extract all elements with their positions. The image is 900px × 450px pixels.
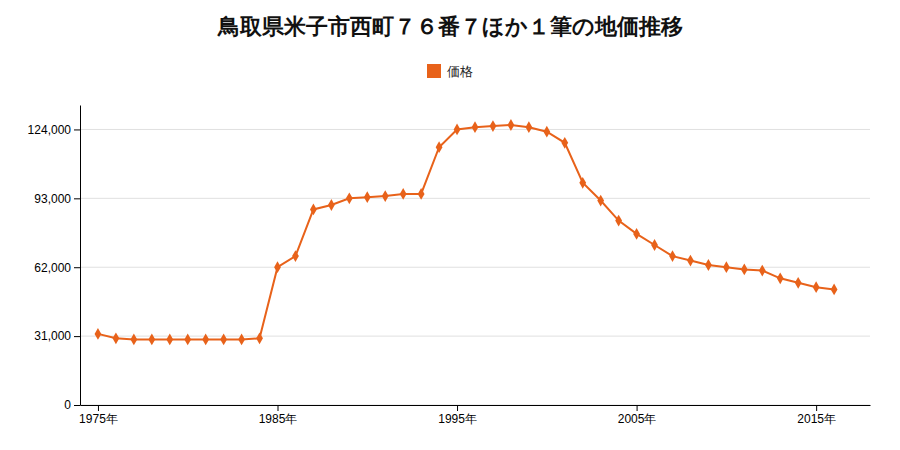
marker [741, 264, 748, 276]
marker [597, 195, 604, 207]
marker [148, 334, 155, 346]
marker [525, 121, 532, 133]
marker [795, 277, 802, 289]
y-tick-label: 31,000 [34, 329, 71, 343]
x-tick: 1995年 [438, 405, 477, 426]
x-tick-label: 1995年 [438, 412, 477, 426]
x-tick-label: 2015年 [797, 412, 836, 426]
x-tick: 2005年 [618, 405, 657, 426]
marker [831, 284, 838, 296]
marker [292, 250, 299, 262]
marker [508, 119, 515, 131]
y-tick-label: 124,000 [28, 123, 72, 137]
legend-swatch [427, 64, 441, 78]
x-tick: 2015年 [797, 405, 836, 426]
marker [543, 126, 550, 138]
x-tick-mark [98, 405, 99, 411]
marker [418, 188, 425, 200]
y-tick: 124,000 [28, 123, 80, 137]
grid-line [80, 405, 870, 406]
grid-line [80, 267, 870, 268]
marker [346, 192, 353, 204]
marker [579, 177, 586, 189]
y-axis-line [80, 106, 81, 406]
marker [669, 250, 676, 262]
marker [813, 281, 820, 293]
line [98, 125, 834, 339]
y-tick-mark [74, 129, 80, 130]
marker [364, 191, 371, 203]
grid-line [80, 198, 870, 199]
marker [328, 199, 335, 211]
legend-item: 価格 [427, 64, 473, 79]
y-tick-mark [74, 405, 80, 406]
x-tick-mark [816, 405, 817, 411]
plot-area [95, 119, 838, 345]
marker [166, 334, 173, 346]
grid [80, 129, 870, 405]
marker [202, 334, 209, 346]
x-tick: 1975年 [79, 405, 118, 426]
marker [256, 332, 263, 344]
marker [454, 124, 461, 136]
marker [633, 228, 640, 240]
x-tick-label: 1975年 [79, 412, 118, 426]
marker [382, 190, 389, 202]
x-tick-label: 1985年 [259, 412, 298, 426]
marker [472, 121, 479, 133]
marker [310, 204, 317, 216]
x-tick-label: 2005年 [618, 412, 657, 426]
marker [705, 259, 712, 271]
marker [130, 334, 137, 346]
y-tick-label: 62,000 [34, 261, 71, 275]
marker [561, 137, 568, 149]
marker [113, 332, 120, 344]
marker [95, 328, 102, 340]
marker [651, 239, 658, 251]
y-tick: 93,000 [34, 192, 80, 206]
marker [220, 334, 227, 346]
grid-line [80, 336, 870, 337]
x-tick-mark [637, 405, 638, 411]
x-axis: 1975年 1985年 1995年 2005年 2015年 [79, 405, 870, 426]
marker [400, 188, 407, 200]
y-tick: 0 [64, 398, 80, 412]
y-tick-mark [74, 336, 80, 337]
x-tick-mark [457, 405, 458, 411]
marker [723, 261, 730, 273]
legend-label: 価格 [447, 64, 473, 79]
y-tick-label: 0 [64, 398, 71, 412]
x-tick: 1985年 [259, 405, 298, 426]
y-tick: 62,000 [34, 261, 80, 275]
marker [615, 215, 622, 227]
legend: 価格 [427, 64, 473, 79]
marker [777, 272, 784, 284]
y-tick: 31,000 [34, 329, 80, 343]
marker [687, 255, 694, 267]
y-tick-label: 93,000 [34, 192, 71, 206]
marker [274, 261, 281, 273]
marker [436, 141, 443, 153]
x-axis-line [81, 405, 871, 406]
y-tick-mark [74, 267, 80, 268]
chart: 鳥取県米子市西町７６番７ほか１筆の地価推移 1975年 1985年 1995年 2005… [0, 0, 900, 450]
marker [238, 334, 245, 346]
marker [759, 265, 766, 277]
y-axis: 0 31,000 62,000 93,000 124,000 [28, 106, 81, 413]
title: 鳥取県米子市西町７６番７ほか１筆の地価推移 [217, 14, 683, 39]
y-tick-mark [74, 198, 80, 199]
x-tick-mark [278, 405, 279, 411]
marker [184, 334, 191, 346]
marker [490, 120, 497, 132]
